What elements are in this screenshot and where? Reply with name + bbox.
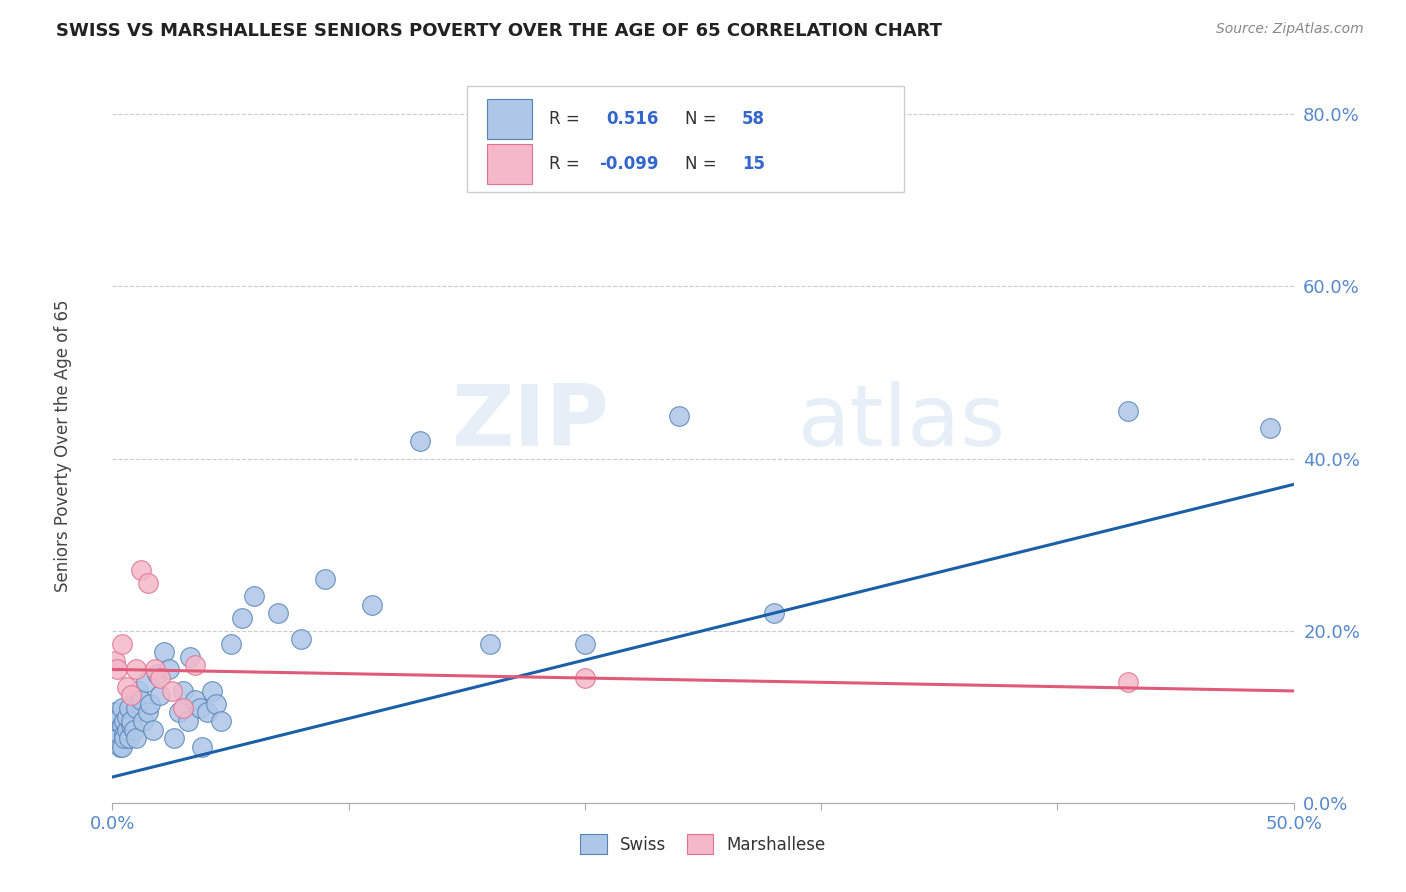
Point	[574, 637, 596, 651]
Point	[115, 723, 138, 737]
Point	[205, 697, 228, 711]
Text: 58: 58	[742, 111, 765, 128]
Legend: Swiss, Marshallese: Swiss, Marshallese	[574, 828, 832, 860]
Text: 15: 15	[742, 154, 765, 173]
Point	[132, 714, 155, 728]
Text: Seniors Poverty Over the Age of 65: Seniors Poverty Over the Age of 65	[55, 300, 72, 592]
Point	[201, 684, 224, 698]
Point	[149, 688, 172, 702]
Point	[1258, 421, 1281, 435]
Point	[112, 727, 135, 741]
Point	[122, 723, 145, 737]
Point	[118, 701, 141, 715]
Text: Source: ZipAtlas.com: Source: ZipAtlas.com	[1216, 22, 1364, 37]
Point	[762, 607, 785, 621]
Point	[231, 611, 253, 625]
Point	[104, 723, 127, 737]
Point	[129, 564, 152, 578]
Point	[184, 658, 207, 673]
Point	[143, 662, 166, 676]
Point	[111, 718, 134, 732]
Point	[167, 706, 190, 720]
Point	[108, 710, 131, 724]
Bar	[486, 99, 531, 139]
Point	[479, 637, 502, 651]
Point	[125, 701, 148, 715]
Point	[314, 572, 336, 586]
Point	[146, 666, 169, 681]
Point	[668, 409, 690, 423]
Point	[120, 714, 142, 728]
Point	[290, 632, 312, 647]
Point	[105, 662, 128, 676]
Point	[160, 684, 183, 698]
Point	[574, 671, 596, 685]
Point	[104, 654, 127, 668]
Point	[361, 598, 384, 612]
Point	[177, 714, 200, 728]
Point	[149, 671, 172, 685]
Point	[163, 731, 186, 746]
Point	[105, 731, 128, 746]
Text: atlas: atlas	[797, 381, 1005, 464]
Point	[104, 706, 127, 720]
Point	[111, 739, 134, 754]
Point	[157, 662, 180, 676]
Point	[267, 607, 290, 621]
Point	[115, 680, 138, 694]
Point	[195, 706, 218, 720]
Point	[111, 701, 134, 715]
Point	[243, 589, 266, 603]
Point	[184, 692, 207, 706]
Text: ZIP: ZIP	[451, 381, 609, 464]
Text: N =: N =	[685, 111, 723, 128]
Point	[209, 714, 232, 728]
Point	[1116, 675, 1139, 690]
Point	[111, 637, 134, 651]
Point	[108, 739, 131, 754]
Text: R =: R =	[550, 154, 585, 173]
Point	[120, 688, 142, 702]
Point	[136, 576, 159, 591]
Point	[112, 731, 135, 746]
Point	[191, 739, 214, 754]
Text: R =: R =	[550, 111, 585, 128]
Point	[127, 684, 149, 698]
Point	[188, 701, 211, 715]
Text: -0.099: -0.099	[599, 154, 658, 173]
FancyBboxPatch shape	[467, 86, 904, 192]
Point	[120, 718, 142, 732]
Point	[172, 684, 194, 698]
Point	[105, 714, 128, 728]
Point	[219, 637, 242, 651]
Point	[115, 710, 138, 724]
Point	[118, 731, 141, 746]
Point	[142, 723, 165, 737]
Point	[112, 714, 135, 728]
Point	[1116, 404, 1139, 418]
Point	[136, 706, 159, 720]
Point	[129, 692, 152, 706]
Point	[135, 675, 157, 690]
Point	[125, 662, 148, 676]
Point	[153, 645, 176, 659]
Text: SWISS VS MARSHALLESE SENIORS POVERTY OVER THE AGE OF 65 CORRELATION CHART: SWISS VS MARSHALLESE SENIORS POVERTY OVE…	[56, 22, 942, 40]
Point	[125, 731, 148, 746]
Point	[179, 649, 201, 664]
Text: 0.516: 0.516	[606, 111, 658, 128]
Point	[172, 701, 194, 715]
Bar	[486, 144, 531, 184]
Point	[139, 697, 162, 711]
Point	[408, 434, 430, 449]
Text: N =: N =	[685, 154, 723, 173]
